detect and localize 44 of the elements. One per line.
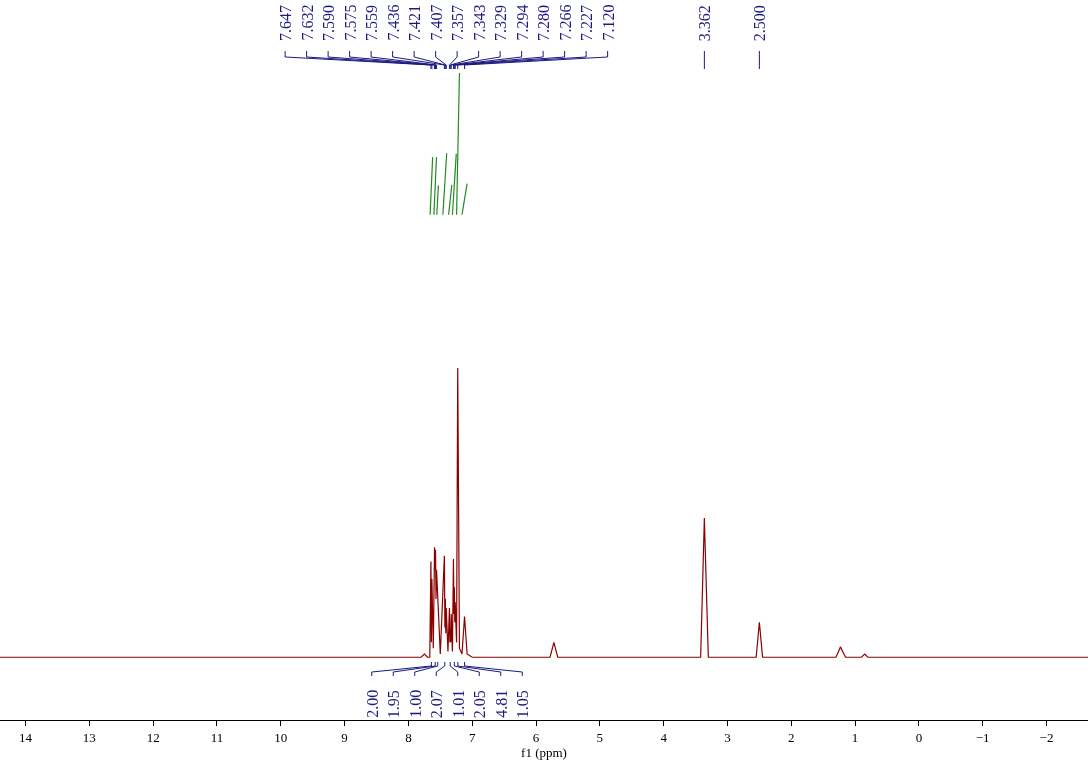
annotation: 7.407 [427,4,445,41]
x-tick-label: 5 [596,729,604,745]
annotation: 7.436 [384,4,402,41]
x-tick-label: 8 [405,729,412,745]
annotation: 1.00 [406,689,424,718]
x-axis-title: f1 (ppm) [521,744,567,760]
annotation: 7.632 [298,4,316,41]
annotation: 4.81 [492,689,510,718]
annotation: 7.647 [277,5,295,42]
annotation: 7.266 [556,4,574,41]
annotation: 2.500 [751,5,769,42]
x-tick-label: 10 [274,729,288,745]
annotation: 7.590 [320,5,338,42]
x-tick-label: −2 [1039,729,1054,745]
annotation: 7.421 [406,5,424,42]
x-tick-label: 4 [660,729,668,745]
x-tick-label: 13 [82,729,96,745]
annotation: 1.05 [514,690,532,719]
annotation: 2.05 [471,690,489,719]
x-tick-label: 6 [532,729,540,745]
annotation: 1.95 [385,690,403,719]
annotation: 1.01 [449,689,467,718]
annotation: 2.07 [428,690,446,719]
annotation: 7.294 [513,4,531,41]
annotation: 7.329 [492,5,510,42]
annotation: 7.227 [578,5,596,42]
annotation: 7.357 [449,5,467,42]
x-tick-label: 12 [146,729,160,745]
x-tick-label: 7 [468,729,476,745]
x-tick-label: 9 [341,729,348,745]
annotation: 7.559 [363,5,381,42]
annotation: 2.00 [363,689,381,718]
annotation: 7.120 [599,4,617,41]
x-tick-label: 1 [851,729,859,745]
x-tick-label: 2 [788,729,795,745]
x-tick-label: −1 [975,729,990,745]
annotation: 7.280 [535,5,553,42]
x-tick-label: 14 [19,729,33,745]
annotation: 7.343 [470,4,488,41]
x-tick-label: 0 [915,729,923,745]
x-tick-label: 3 [724,729,731,745]
annotation: 3.362 [696,5,714,42]
annotation: 7.575 [341,4,359,41]
x-tick-label: 11 [210,729,224,745]
